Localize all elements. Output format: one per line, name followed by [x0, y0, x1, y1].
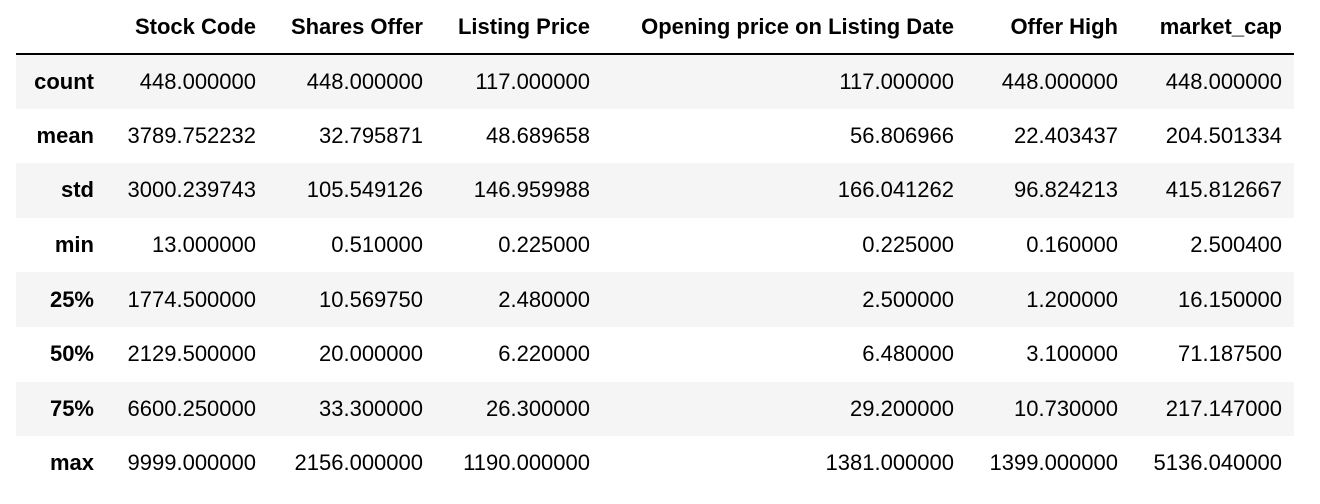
row-label: count — [34, 68, 94, 94]
table-cell: 105.549126 — [306, 177, 423, 203]
row-label: 75% — [49, 395, 94, 421]
table-row: max 9999.000000 2156.000000 1190.000000 … — [16, 436, 1294, 491]
table-cell: 32.795871 — [319, 122, 423, 148]
table-cell: 117.000000 — [839, 68, 954, 94]
table-cell: 22.403437 — [1014, 122, 1118, 148]
table-cell: 415.812667 — [1165, 177, 1282, 203]
table-row: min 13.000000 0.510000 0.225000 0.225000… — [16, 218, 1294, 273]
table-cell: 1381.000000 — [825, 450, 954, 476]
row-label: 50% — [49, 341, 94, 367]
table-cell: 6.480000 — [862, 341, 954, 367]
table-cell: 56.806966 — [850, 122, 954, 148]
row-label: min — [54, 232, 94, 258]
row-label: max — [49, 450, 94, 476]
table-cell: 71.187500 — [1178, 341, 1282, 367]
table-cell: 1399.000000 — [989, 450, 1118, 476]
column-header: market_cap — [1130, 0, 1294, 55]
table-row: 75% 6600.250000 33.300000 26.300000 29.2… — [16, 381, 1294, 437]
table-cell: 1774.500000 — [127, 286, 256, 312]
table-cell: 3.100000 — [1026, 341, 1118, 367]
table-cell: 2129.500000 — [127, 341, 256, 367]
table-cell: 0.160000 — [1026, 232, 1118, 258]
table-cell: 204.501334 — [1165, 122, 1282, 148]
table-cell: 2.500400 — [1190, 232, 1282, 258]
table-cell: 0.510000 — [331, 232, 423, 258]
table-cell: 166.041262 — [837, 177, 954, 203]
index-header — [16, 0, 116, 55]
describe-table: Stock Code Shares Offer Listing Price Op… — [16, 0, 1294, 491]
table-cell: 10.569750 — [319, 286, 423, 312]
table-cell: 2.500000 — [862, 286, 954, 312]
table-row: count 448.000000 448.000000 117.000000 1… — [16, 54, 1294, 109]
table-cell: 3000.239743 — [127, 177, 256, 203]
row-label: std — [61, 177, 94, 203]
table-cell: 146.959988 — [473, 177, 590, 203]
table-cell: 13.000000 — [152, 232, 256, 258]
table-cell: 448.000000 — [1165, 68, 1282, 94]
table-row: 50% 2129.500000 20.000000 6.220000 6.480… — [16, 327, 1294, 382]
table-cell: 448.000000 — [306, 68, 423, 94]
table-cell: 20.000000 — [319, 341, 423, 367]
table-header: Stock Code Shares Offer Listing Price Op… — [16, 0, 1294, 55]
table-cell: 6.220000 — [498, 341, 590, 367]
table-cell: 10.730000 — [1014, 395, 1118, 421]
dataframe-container: Stock Code Shares Offer Listing Price Op… — [16, 0, 1294, 491]
table-row: std 3000.239743 105.549126 146.959988 16… — [16, 163, 1294, 218]
table-cell: 16.150000 — [1178, 286, 1282, 312]
column-header: Shares Offer — [268, 0, 435, 55]
table-cell: 448.000000 — [139, 68, 256, 94]
table-row: mean 3789.752232 32.795871 48.689658 56.… — [16, 109, 1294, 164]
table-cell: 217.147000 — [1165, 395, 1282, 421]
table-body: count 448.000000 448.000000 117.000000 1… — [16, 54, 1294, 491]
table-cell: 96.824213 — [1014, 177, 1118, 203]
table-cell: 2.480000 — [498, 286, 590, 312]
column-header: Listing Price — [435, 0, 602, 55]
table-cell: 0.225000 — [498, 232, 590, 258]
table-cell: 29.200000 — [850, 395, 954, 421]
table-cell: 3789.752232 — [127, 122, 256, 148]
table-cell: 117.000000 — [475, 68, 590, 94]
row-label: mean — [36, 122, 94, 148]
table-cell: 6600.250000 — [127, 395, 256, 421]
table-cell: 5136.040000 — [1153, 450, 1282, 476]
column-header: Opening price on Listing Date — [602, 0, 966, 55]
table-cell: 0.225000 — [862, 232, 954, 258]
table-cell: 33.300000 — [319, 395, 423, 421]
table-cell: 48.689658 — [486, 122, 590, 148]
table-cell: 26.300000 — [486, 395, 590, 421]
header-row: Stock Code Shares Offer Listing Price Op… — [16, 0, 1294, 55]
table-cell: 9999.000000 — [127, 450, 256, 476]
column-header: Offer High — [966, 0, 1130, 55]
row-label: 25% — [49, 286, 94, 312]
table-cell: 2156.000000 — [294, 450, 423, 476]
table-cell: 1190.000000 — [463, 450, 590, 476]
table-cell: 448.000000 — [1001, 68, 1118, 94]
column-header: Stock Code — [116, 0, 268, 55]
table-cell: 1.200000 — [1026, 286, 1118, 312]
table-row: 25% 1774.500000 10.569750 2.480000 2.500… — [16, 272, 1294, 327]
